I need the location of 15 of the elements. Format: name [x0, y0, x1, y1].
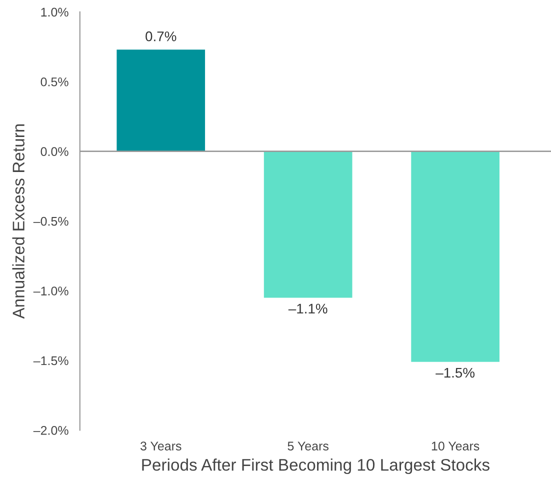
data-label: –1.5% — [436, 368, 475, 378]
data-label: 0.7% — [146, 31, 176, 42]
y-tick-label: –0.5% — [33, 216, 68, 226]
y-tick-label: 0.0% — [40, 147, 68, 156]
data-label: –1.1% — [288, 304, 328, 314]
x-axis-title: Periods After First Becoming 10 Largest Stocks — [142, 458, 490, 474]
y-tick-label: –2.0% — [33, 426, 68, 435]
y-tick-label: 0.5% — [40, 77, 68, 86]
x-tick-label: 5 Years — [288, 442, 328, 450]
x-tick-label: 3 Years — [140, 442, 182, 450]
y-tick-label: –1.5% — [33, 356, 68, 366]
y-tick-label: –1.0% — [33, 286, 68, 296]
y-tick-label: 1.0% — [41, 8, 68, 17]
x-tick-label: 10 Years — [432, 442, 480, 450]
y-axis-title: Annualized Excess Return — [12, 124, 24, 319]
